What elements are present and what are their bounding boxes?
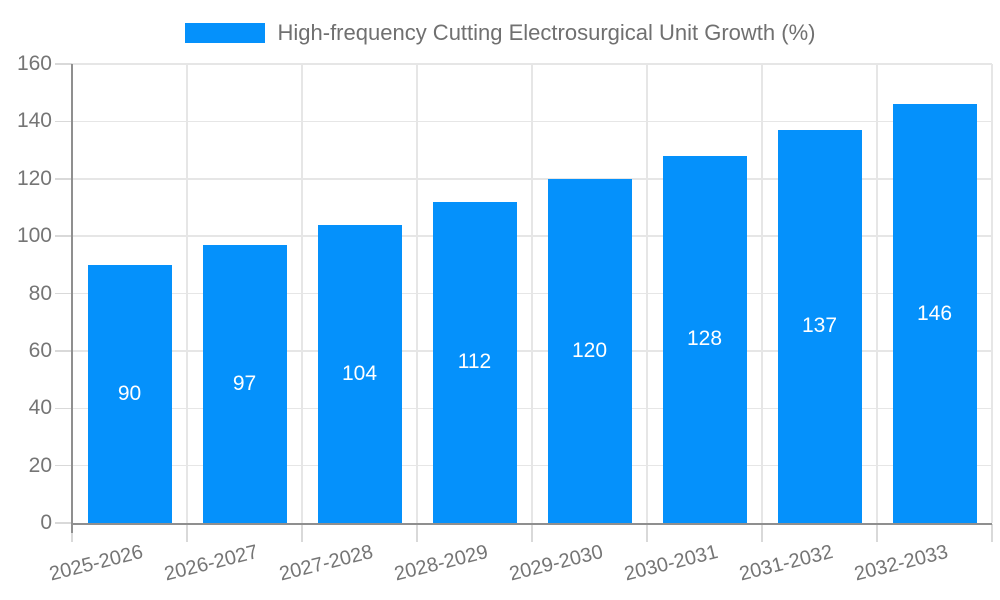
bar-value-label: 90 [117, 381, 142, 405]
y-axis-tick [55, 63, 72, 65]
bar-value-label: 112 [457, 350, 492, 374]
bar [777, 129, 862, 523]
y-tick-label: 140 [16, 109, 52, 133]
bar [662, 155, 747, 523]
y-axis-tick [55, 464, 72, 467]
y-tick-label: 120 [16, 166, 52, 190]
y-axis-tick [55, 522, 72, 524]
v-gridline [416, 64, 418, 523]
y-tick-label: 60 [28, 338, 52, 362]
legend-label: High-frequency Cutting Electrosurgical U… [277, 20, 816, 45]
x-axis-tick [761, 524, 763, 542]
v-gridline [761, 64, 763, 523]
v-gridline [646, 64, 648, 523]
x-axis-tick [416, 524, 418, 542]
v-gridline [991, 64, 993, 523]
x-tick-label: 2032-2033 [851, 540, 951, 586]
bar-value-label: 104 [341, 361, 378, 385]
y-axis-tick [55, 120, 72, 123]
y-tick-label: 0 [40, 511, 52, 534]
x-axis-line [72, 522, 992, 525]
y-tick-label: 20 [28, 453, 52, 477]
x-tick-label: 2027-2028 [276, 540, 376, 586]
y-axis-tick [55, 178, 72, 180]
bar [432, 201, 517, 523]
v-gridline [301, 64, 303, 523]
x-tick-label: 2025-2026 [46, 540, 146, 586]
bar [202, 244, 287, 523]
v-gridline [531, 64, 533, 523]
x-axis-tick [301, 524, 303, 542]
v-gridline [876, 64, 878, 523]
v-gridline [186, 64, 188, 523]
x-axis-tick [876, 524, 878, 542]
x-tick-label: 2026-2027 [161, 540, 261, 586]
bar-value-label: 97 [232, 371, 257, 395]
bar-value-label: 120 [571, 338, 608, 362]
x-tick-label: 2030-2031 [621, 540, 721, 586]
x-tick-label: 2031-2032 [736, 540, 836, 586]
x-axis-tick [186, 524, 188, 542]
bar [547, 178, 632, 523]
y-tick-label: 80 [28, 281, 52, 305]
y-axis-tick [55, 292, 72, 295]
x-axis-tick [531, 524, 533, 542]
bar [87, 264, 172, 523]
y-tick-label: 160 [16, 52, 52, 75]
x-tick-label: 2028-2029 [391, 540, 491, 586]
bar [892, 104, 977, 523]
bar-value-label: 146 [916, 301, 953, 325]
x-tick-label: 2029-2030 [506, 540, 606, 586]
x-axis-tick [991, 524, 993, 542]
legend-swatch [184, 23, 265, 43]
bar-value-label: 137 [801, 314, 838, 338]
x-axis-tick [71, 524, 73, 542]
legend[interactable]: High-frequency Cutting Electrosurgical U… [0, 21, 1000, 45]
y-tick-label: 40 [28, 396, 52, 420]
x-axis-tick [646, 524, 648, 542]
bar-value-label: 128 [686, 327, 723, 351]
y-axis-tick [55, 235, 72, 237]
bar [317, 224, 402, 523]
y-axis-line [71, 64, 73, 533]
y-tick-label: 100 [16, 224, 52, 248]
y-axis-tick [55, 350, 72, 352]
y-axis-tick [55, 407, 72, 409]
